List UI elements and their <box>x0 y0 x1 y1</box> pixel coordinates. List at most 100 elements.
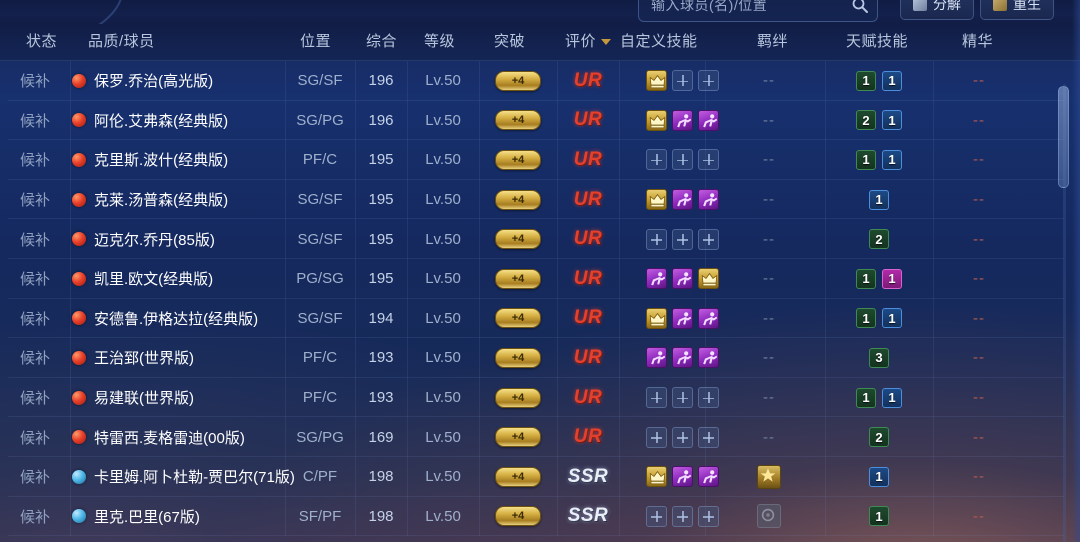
cell-custom-skills[interactable] <box>619 417 745 457</box>
purple-skill-icon[interactable] <box>671 466 693 488</box>
cell-player-name[interactable]: 王治郅(世界版) <box>70 338 289 378</box>
cell-breakthrough[interactable]: +4 <box>479 180 557 220</box>
table-row[interactable]: 候补 王治郅(世界版) PF/C 193 Lv.50 +4 UR -- 3 -- <box>0 338 1080 378</box>
cell-custom-skills[interactable] <box>619 299 745 339</box>
talent-badge[interactable]: 1 <box>882 268 902 289</box>
cell-bond[interactable]: -- <box>705 338 833 378</box>
search-input[interactable]: 输入球员(名)/位置 <box>638 0 878 22</box>
bond-icon[interactable] <box>757 464 781 489</box>
empty-skill-slot-icon[interactable] <box>697 149 719 171</box>
rebirth-button[interactable]: 重生 <box>980 0 1054 20</box>
crown-skill-icon[interactable] <box>645 189 667 211</box>
scrollbar-thumb[interactable] <box>1058 86 1069 188</box>
column-header-position[interactable]: 位置 <box>300 24 331 60</box>
cell-breakthrough[interactable]: +4 <box>479 457 557 497</box>
purple-skill-icon[interactable] <box>697 189 719 211</box>
bond-locked-icon[interactable] <box>757 504 781 529</box>
table-row[interactable]: 候补 特雷西.麦格雷迪(00版) SG/PG 169 Lv.50 +4 UR -- 2 -- <box>0 417 1080 457</box>
cell-bond[interactable]: -- <box>705 180 833 220</box>
cell-bond[interactable]: -- <box>705 378 833 418</box>
column-header-bond[interactable]: 羁绊 <box>757 24 788 60</box>
table-row[interactable]: 候补 安德鲁.伊格达拉(经典版) SG/SF 194 Lv.50 +4 UR -- 1 1 -- <box>0 298 1080 339</box>
cell-custom-skills[interactable] <box>619 259 745 299</box>
cell-bond[interactable] <box>705 497 833 537</box>
scrollbar-track[interactable] <box>1063 84 1066 542</box>
table-row[interactable]: 候补 卡里姆.阿卜杜勒-贾巴尔(71版) C/PF 198 Lv.50 +4 SSR 1 -- <box>0 456 1080 497</box>
empty-skill-slot-icon[interactable] <box>645 228 667 250</box>
column-header-custom[interactable]: 自定义技能 <box>620 24 698 60</box>
empty-skill-slot-icon[interactable] <box>697 387 719 409</box>
purple-skill-icon[interactable] <box>697 307 719 329</box>
cell-breakthrough[interactable]: +4 <box>479 378 557 418</box>
cell-player-name[interactable]: 阿伦.艾弗森(经典版) <box>70 101 289 141</box>
talent-badge[interactable]: 1 <box>882 387 902 408</box>
cell-bond[interactable]: -- <box>705 219 833 259</box>
cell-breakthrough[interactable]: +4 <box>479 219 557 259</box>
column-header-rating[interactable]: 评价 <box>565 24 612 60</box>
column-header-talent[interactable]: 天赋技能 <box>846 24 908 60</box>
table-row[interactable]: 候补 凯里.欧文(经典版) PG/SG 195 Lv.50 +4 UR -- 1 1 -- <box>0 258 1080 299</box>
search-icon[interactable] <box>851 0 869 14</box>
empty-skill-slot-icon[interactable] <box>671 426 693 448</box>
talent-badge[interactable]: 2 <box>869 427 889 448</box>
column-header-overall[interactable]: 综合 <box>366 24 397 60</box>
cell-breakthrough[interactable]: +4 <box>479 497 557 537</box>
decompose-button[interactable]: 分解 <box>900 0 974 20</box>
column-header-breakthrough[interactable]: 突破 <box>494 24 525 60</box>
cell-player-name[interactable]: 凯里.欧文(经典版) <box>70 259 289 299</box>
crown-skill-icon[interactable] <box>645 109 667 131</box>
cell-bond[interactable]: -- <box>705 61 833 101</box>
cell-player-name[interactable]: 克里斯.波什(经典版) <box>70 140 289 180</box>
talent-badge[interactable]: 1 <box>856 387 876 408</box>
cell-talent-skills[interactable]: 1 <box>825 497 933 537</box>
cell-bond[interactable]: -- <box>705 299 833 339</box>
purple-skill-icon[interactable] <box>645 268 667 290</box>
cell-talent-skills[interactable]: 1 <box>825 180 933 220</box>
cell-custom-skills[interactable] <box>619 140 745 180</box>
cell-custom-skills[interactable] <box>619 497 745 537</box>
table-row[interactable]: 候补 易建联(世界版) PF/C 193 Lv.50 +4 UR -- 1 1 -- <box>0 377 1080 418</box>
cell-talent-skills[interactable]: 2 <box>825 219 933 259</box>
table-row[interactable]: 候补 保罗.乔治(高光版) SG/SF 196 Lv.50 +4 UR -- 1 1 -- <box>0 61 1080 101</box>
empty-skill-slot-icon[interactable] <box>697 228 719 250</box>
cell-bond[interactable]: -- <box>705 140 833 180</box>
talent-badge[interactable]: 1 <box>869 466 889 487</box>
empty-skill-slot-icon[interactable] <box>645 505 667 527</box>
cell-custom-skills[interactable] <box>619 180 745 220</box>
talent-badge[interactable]: 1 <box>856 268 876 289</box>
empty-skill-slot-icon[interactable] <box>671 149 693 171</box>
cell-talent-skills[interactable]: 3 <box>825 338 933 378</box>
table-row[interactable]: 候补 克莱.汤普森(经典版) SG/SF 195 Lv.50 +4 UR -- 1 -- <box>0 179 1080 220</box>
empty-skill-slot-icon[interactable] <box>671 505 693 527</box>
purple-skill-icon[interactable] <box>671 268 693 290</box>
cell-bond[interactable]: -- <box>705 417 833 457</box>
cell-breakthrough[interactable]: +4 <box>479 61 557 101</box>
cell-bond[interactable]: -- <box>705 101 833 141</box>
empty-skill-slot-icon[interactable] <box>671 70 693 92</box>
crown-skill-icon[interactable] <box>697 268 719 290</box>
talent-badge[interactable]: 3 <box>869 347 889 368</box>
talent-badge[interactable]: 1 <box>882 70 902 91</box>
crown-skill-icon[interactable] <box>645 70 667 92</box>
purple-skill-icon[interactable] <box>671 307 693 329</box>
talent-badge[interactable]: 1 <box>882 110 902 131</box>
table-row[interactable]: 候补 克里斯.波什(经典版) PF/C 195 Lv.50 +4 UR -- 1 1 -- <box>0 140 1080 180</box>
purple-skill-icon[interactable] <box>697 109 719 131</box>
purple-skill-icon[interactable] <box>671 347 693 369</box>
empty-skill-slot-icon[interactable] <box>671 387 693 409</box>
crown-skill-icon[interactable] <box>645 466 667 488</box>
table-row[interactable]: 候补 阿伦.艾弗森(经典版) SG/PG 196 Lv.50 +4 UR -- 2 1 -- <box>0 100 1080 141</box>
column-header-level[interactable]: 等级 <box>424 24 455 60</box>
cell-bond[interactable] <box>705 457 833 497</box>
cell-bond[interactable]: -- <box>705 259 833 299</box>
cell-talent-skills[interactable]: 2 <box>825 417 933 457</box>
talent-badge[interactable]: 1 <box>856 308 876 329</box>
cell-custom-skills[interactable] <box>619 61 745 101</box>
cell-custom-skills[interactable] <box>619 338 745 378</box>
cell-player-name[interactable]: 易建联(世界版) <box>70 378 289 418</box>
